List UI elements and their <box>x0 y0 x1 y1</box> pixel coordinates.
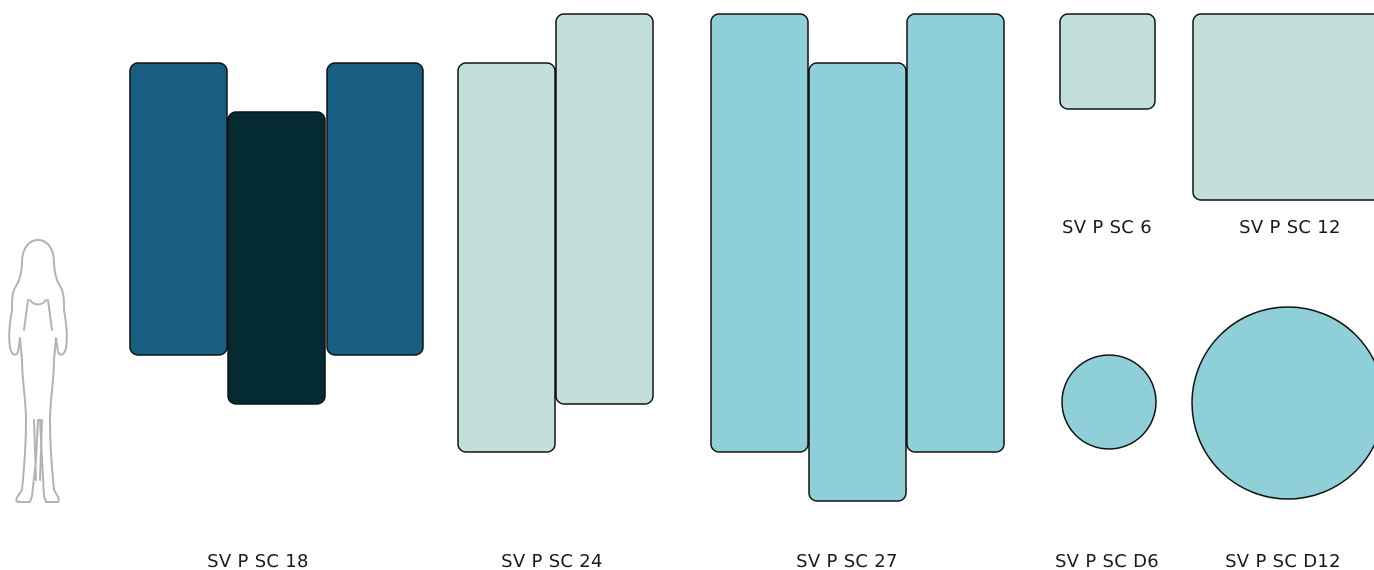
panel <box>808 62 907 502</box>
panel <box>227 111 326 405</box>
group-sv-p-sc-27: SV P SC 27 <box>710 13 1005 570</box>
person-silhouette-icon <box>8 239 68 503</box>
panel <box>326 62 424 356</box>
group-sv-p-sc-6: SV P SC 6 <box>1059 13 1156 238</box>
label-sv-p-sc-24: SV P SC 24 <box>501 551 603 570</box>
label-sv-p-sc-d6: SV P SC D6 <box>1055 551 1159 570</box>
group-sv-p-sc-12: SV P SC 12 <box>1192 13 1374 238</box>
label-sv-p-sc-12: SV P SC 12 <box>1239 217 1341 238</box>
panel <box>710 13 809 453</box>
group-sv-p-sc-d6: SV P SC D6 <box>1055 354 1159 570</box>
panel <box>1059 13 1156 110</box>
panel <box>129 62 228 356</box>
group-sv-p-sc-d12: SV P SC D12 <box>1191 306 1374 570</box>
label-sv-p-sc-27: SV P SC 27 <box>796 551 898 570</box>
group-sv-p-sc-24: SV P SC 24 <box>457 13 654 570</box>
group-sv-p-sc-18: SV P SC 18 <box>129 62 424 570</box>
label-sv-p-sc-d12: SV P SC D12 <box>1225 551 1341 570</box>
label-sv-p-sc-6: SV P SC 6 <box>1062 217 1152 238</box>
panel <box>906 13 1005 453</box>
panel <box>555 13 654 405</box>
round-panel <box>1191 306 1374 500</box>
label-sv-p-sc-18: SV P SC 18 <box>207 551 309 570</box>
panel <box>457 62 556 453</box>
panel <box>1192 13 1374 201</box>
round-panel <box>1061 354 1157 450</box>
